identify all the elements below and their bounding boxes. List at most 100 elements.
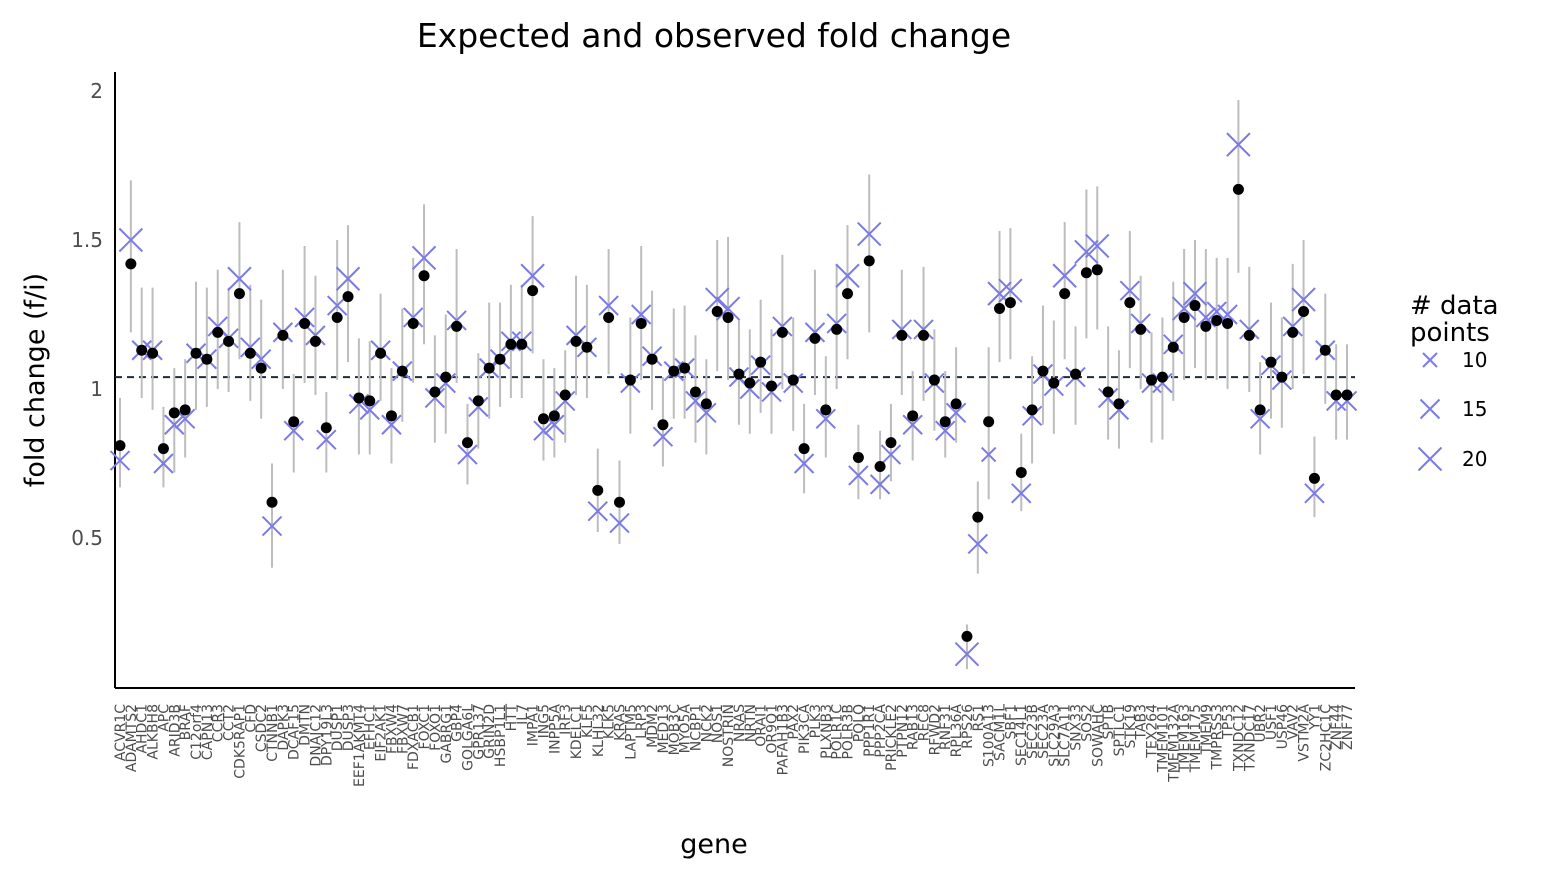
expected-point [1304, 483, 1325, 504]
expected-cross-stroke [1336, 390, 1358, 412]
observed-point [472, 395, 484, 407]
observed-point [1004, 297, 1016, 309]
x-tick-label: TMPRSS3 [1210, 704, 1226, 770]
x-tick-label: RPL36A [949, 704, 965, 758]
legend-cross-stroke [1417, 446, 1443, 472]
expected-cross-stroke [153, 453, 174, 474]
expected-point [1052, 263, 1077, 288]
x-tick-label: SACM1L [993, 704, 1009, 761]
observed-point [440, 371, 452, 383]
expected-cross-stroke [685, 390, 706, 412]
expected-cross-stroke [857, 221, 882, 247]
x-tick-label: RFWD2 [927, 704, 943, 755]
expected-point [857, 221, 882, 247]
x-tick-label: VSTM2A [1297, 704, 1313, 762]
expected-point [348, 393, 370, 415]
expected-point [826, 313, 847, 334]
expected-cross-stroke [954, 642, 980, 667]
expected-point [402, 307, 424, 328]
x-tick-label: TXNDC17 [1242, 704, 1258, 772]
expected-point [705, 287, 730, 312]
observed-point [874, 460, 886, 472]
x-tick-label: SPTLC1 [1112, 704, 1128, 756]
observed-point [994, 303, 1006, 315]
expected-cross-stroke [715, 296, 741, 321]
observed-point [798, 443, 810, 455]
observed-point [1156, 371, 1168, 383]
expected-cross-stroke [705, 287, 730, 312]
observed-point [266, 496, 278, 508]
x-tick-label: USP46 [1275, 704, 1291, 749]
observed-point [320, 422, 332, 434]
observed-point [114, 440, 126, 452]
expected-point [630, 304, 652, 325]
observed-point [983, 416, 995, 428]
x-tick-label: CFD [243, 704, 259, 733]
observed-point [342, 291, 354, 303]
expected-point [305, 325, 326, 346]
expected-point [1291, 287, 1316, 312]
expected-point [848, 465, 869, 486]
expected-cross-stroke [761, 381, 782, 403]
expected-point [891, 319, 913, 340]
x-tick-label: POLR1C [830, 704, 846, 760]
observed-point [288, 416, 300, 428]
x-tick-label: LAPTM5 [623, 704, 639, 760]
legend-marker-20 [1417, 446, 1443, 472]
x-tick-label: PAX2 [786, 704, 802, 740]
observed-point [1048, 377, 1060, 389]
expected-cross-stroke [1226, 132, 1251, 157]
expected-point [164, 414, 185, 435]
observed-point [516, 338, 528, 350]
expected-cross-stroke [227, 266, 252, 291]
x-tick-label: DNAJC12 [308, 704, 324, 767]
expected-point [227, 266, 252, 291]
observed-point [1211, 314, 1223, 326]
x-tick-label: CCR3 [211, 704, 227, 742]
observed-point [548, 410, 560, 422]
observed-point [1287, 326, 1299, 338]
x-tick-label: KDELC1 [569, 704, 585, 759]
expected-cross-stroke [1304, 483, 1325, 504]
observed-point [309, 335, 321, 347]
observed-point [1135, 323, 1147, 335]
expected-cross-stroke [1052, 263, 1077, 288]
x-tick-label: SLC29A3 [1047, 704, 1063, 767]
expected-point [954, 642, 980, 667]
observed-point [624, 374, 636, 386]
observed-point [1254, 404, 1266, 416]
expected-point [1085, 233, 1110, 259]
expected-point [902, 414, 923, 435]
expected-cross-stroke [1249, 408, 1271, 430]
expected-point [283, 420, 304, 441]
x-tick-label: PIK3CA [797, 704, 813, 754]
expected-point [381, 414, 402, 435]
x-tick-label: GPR137 [471, 704, 487, 760]
observed-point [212, 326, 224, 338]
expected-cross-stroke [935, 420, 956, 441]
observed-point [375, 347, 387, 359]
observed-point [407, 317, 419, 329]
observed-point [527, 285, 539, 297]
x-tick-label: CSDC2 [254, 704, 270, 752]
observed-point [201, 353, 213, 365]
x-tick-label: PAFAH1B3 [775, 704, 791, 775]
x-tick-label: EIF2AK1 [374, 704, 390, 762]
observed-point [918, 329, 930, 341]
observed-point [852, 452, 864, 464]
observed-point [1146, 374, 1158, 386]
x-tick-label: FDXACB1 [406, 704, 422, 770]
legend-title-line-2: points [1410, 318, 1490, 348]
observed-point [385, 410, 397, 422]
x-tick-label: EFHC1 [363, 704, 379, 750]
x-tick-label: RAB13 [906, 704, 922, 750]
legend-marker-15 [1419, 398, 1441, 420]
expected-point [609, 512, 630, 534]
legend-cross-stroke [1422, 352, 1438, 368]
x-tick-label: TMEM132A [1166, 704, 1182, 783]
observed-point [483, 362, 495, 374]
x-tick-label: FOXC1 [417, 704, 433, 749]
x-tick-label: OR9Q1 [765, 704, 781, 754]
expected-cross-stroke [1130, 313, 1151, 334]
x-tick-label: MED13 [656, 704, 672, 754]
